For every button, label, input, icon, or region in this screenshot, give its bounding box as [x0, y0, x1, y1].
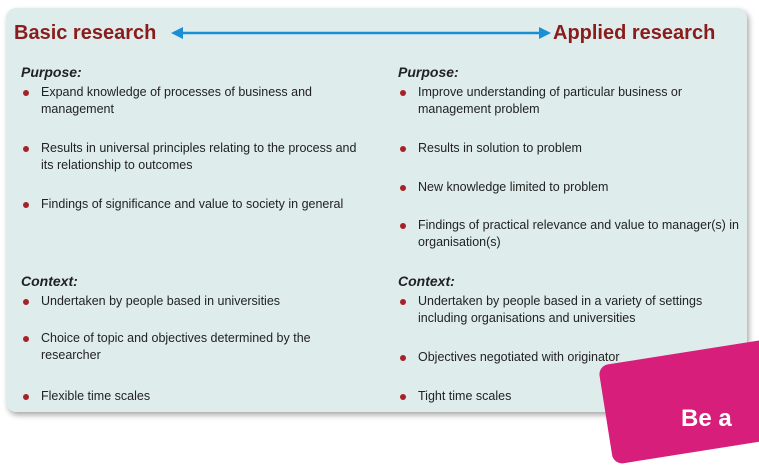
applied-context-item: Undertaken by people based in a variety … — [398, 293, 743, 327]
bullet-icon — [23, 202, 29, 208]
bullet-icon — [400, 299, 406, 305]
list-item-text: New knowledge limited to problem — [418, 180, 609, 194]
list-item-text: Choice of topic and objectives determine… — [41, 331, 311, 362]
bullet-icon — [23, 146, 29, 152]
bullet-icon — [400, 146, 406, 152]
applied-purpose-item: Results in solution to problem — [398, 140, 743, 157]
basic-purpose-item: Findings of significance and value to so… — [21, 196, 366, 213]
list-item-text: Flexible time scales — [41, 389, 151, 403]
basic-purpose-item: Results in universal principles relating… — [21, 140, 366, 174]
basic-purpose-item: Expand knowledge of processes of busines… — [21, 84, 366, 118]
bullet-icon — [23, 90, 29, 96]
applied-purpose-item: Findings of practical relevance and valu… — [398, 217, 743, 251]
basic-context-label: Context: — [21, 273, 78, 289]
list-item-text: Results in solution to problem — [418, 141, 582, 155]
applied-context-item: Objectives negotiated with originator — [398, 349, 743, 366]
bullet-icon — [400, 185, 406, 191]
list-item-text: Undertaken by people based in universiti… — [41, 294, 281, 308]
bullet-icon — [23, 336, 29, 342]
basic-purpose-label: Purpose: — [21, 64, 82, 80]
bullet-icon — [400, 223, 406, 229]
applied-context-item: Tight time scales — [398, 388, 743, 405]
bullet-icon — [400, 355, 406, 361]
basic-research-heading: Basic research — [14, 22, 157, 44]
list-item-text: Findings of significance and value to so… — [41, 197, 344, 211]
applied-purpose-label: Purpose: — [398, 64, 459, 80]
applied-purpose-item: New knowledge limited to problem — [398, 179, 743, 196]
applied-context-label: Context: — [398, 273, 455, 289]
basic-context-item: Flexible time scales — [21, 388, 366, 405]
bullet-icon — [400, 394, 406, 400]
list-item-text: Results in universal principles relating… — [41, 141, 357, 172]
bullet-icon — [400, 90, 406, 96]
list-item-text: Improve understanding of particular busi… — [418, 85, 683, 116]
list-item-text: Findings of practical relevance and valu… — [418, 218, 740, 249]
list-item-text: Expand knowledge of processes of busines… — [41, 85, 313, 116]
list-item-text: Objectives negotiated with originator — [418, 350, 620, 364]
bullet-icon — [23, 394, 29, 400]
list-item-text: Undertaken by people based in a variety … — [418, 294, 703, 325]
bullet-icon — [23, 299, 29, 305]
list-item-text: Tight time scales — [418, 389, 512, 403]
double-arrow-icon — [171, 27, 551, 39]
comparison-panel — [6, 8, 747, 412]
applied-research-heading: Applied research — [553, 22, 716, 44]
applied-purpose-item: Improve understanding of particular busi… — [398, 84, 743, 118]
basic-context-item: Undertaken by people based in universiti… — [21, 293, 366, 310]
basic-context-item: Choice of topic and objectives determine… — [21, 330, 366, 364]
promo-badge-text: Be a — [681, 405, 732, 432]
